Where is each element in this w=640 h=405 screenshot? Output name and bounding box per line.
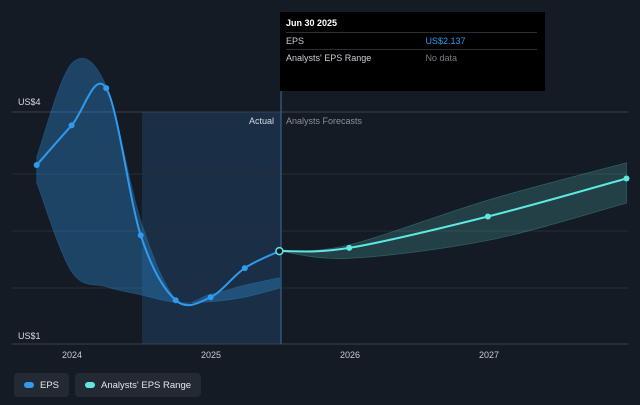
eps-point[interactable]: [207, 294, 214, 301]
tooltip-row-value: US$2.137: [425, 36, 466, 46]
x-tick-label: 2025: [201, 350, 221, 360]
legend-swatch-icon: [85, 382, 96, 388]
eps-current-point[interactable]: [275, 246, 284, 256]
eps-point[interactable]: [68, 122, 75, 129]
x-tick-label: 2026: [340, 350, 360, 360]
actual-region-highlight: [142, 112, 281, 344]
tooltip-row-eps: EPS US$2.137: [286, 32, 537, 49]
legend-swatch-icon: [24, 382, 34, 388]
tooltip-row-value: No data: [425, 53, 457, 63]
eps-range-band-forecast: [279, 162, 627, 259]
x-tick-label: 2027: [479, 350, 499, 360]
legend-item-eps-range[interactable]: Analysts' EPS Range: [75, 373, 202, 397]
eps-forecast-point[interactable]: [484, 213, 491, 220]
eps-line-actual: [35, 82, 280, 307]
legend: EPS Analysts' EPS Range: [14, 373, 202, 397]
eps-forecast-point[interactable]: [346, 244, 353, 251]
eps-line-forecast: [279, 177, 627, 253]
tooltip-title: Jun 30 2025: [286, 18, 338, 28]
y-label-bottom: US$1: [18, 331, 41, 341]
eps-point[interactable]: [33, 162, 40, 168]
eps-point[interactable]: [103, 85, 110, 92]
eps-point[interactable]: [137, 232, 144, 239]
y-label-top: US$4: [18, 97, 41, 107]
tooltip-row-label: EPS: [286, 36, 305, 46]
eps-point[interactable]: [172, 297, 179, 304]
legend-item-eps[interactable]: EPS: [14, 373, 70, 397]
eps-forecast-point[interactable]: [623, 175, 630, 182]
actual-label: Actual: [249, 116, 274, 126]
tooltip: Jun 30 2025 EPS US$2.137 Analysts' EPS R…: [280, 12, 545, 91]
tooltip-row-range: Analysts' EPS Range No data: [286, 49, 537, 66]
eps-point[interactable]: [241, 265, 248, 272]
legend-label: Analysts' EPS Range: [101, 379, 192, 391]
tooltip-row-label: Analysts' EPS Range: [286, 53, 372, 63]
x-tick-label: 2024: [62, 350, 82, 360]
forecast-label: Analysts Forecasts: [286, 116, 363, 126]
legend-label: EPS: [40, 379, 60, 391]
